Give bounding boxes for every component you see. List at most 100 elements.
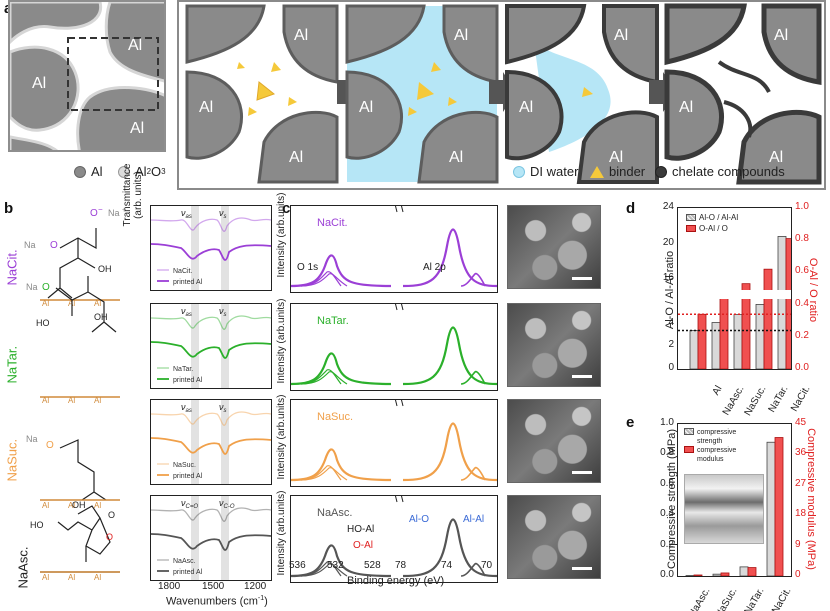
alo-label: Al-O: [409, 514, 429, 525]
band-shade: [221, 304, 229, 388]
scale-bar: [572, 471, 592, 474]
c-xtick-5: 70: [481, 560, 493, 571]
scale-bar: [572, 277, 592, 280]
e-right-tick-5: 0: [795, 569, 801, 580]
oal-label: O-Al: [353, 540, 373, 551]
d-legend-item-1: O-Al / O: [686, 223, 738, 234]
legend-printed: printed Al: [173, 279, 203, 286]
d-bar-ratio-0: [689, 330, 699, 370]
svg-text:O: O: [50, 240, 58, 251]
d-bar-ratio-1: [711, 322, 721, 370]
svg-text:Al: Al: [519, 99, 533, 116]
red-swatch-icon: [686, 225, 696, 232]
d-bar-oal-4: [785, 238, 795, 370]
sem-image-2: [507, 399, 601, 483]
e-bar-modulus-0: [693, 574, 703, 577]
panel-a-overview: Al Al Al: [8, 0, 166, 152]
c-xtick-2: 528: [364, 560, 381, 571]
e-ylabel-right: Compressive modulus (MPa): [805, 428, 817, 570]
overview-grains-svg: Al Al Al: [10, 2, 164, 150]
c-xtick-1: 532: [327, 560, 344, 571]
svg-text:Al: Al: [32, 75, 46, 92]
b-xlabel: Wavenumbers (cm-1): [166, 595, 268, 608]
xps-peak-0: [290, 254, 392, 288]
legend-al: Al: [74, 164, 103, 179]
d-legend-item-0: Al-O / Al-Al: [686, 212, 738, 223]
al-dot-icon: [74, 165, 86, 178]
xps-peak-3: [402, 228, 498, 288]
xps-peak-3: [402, 326, 498, 386]
svg-text:Al: Al: [130, 120, 144, 137]
hoal-label: HO-Al: [347, 524, 374, 535]
xps-plot-0: NaCit. O 1s Al 2p: [290, 203, 498, 293]
xps-peak-0: [290, 544, 392, 578]
stage-1: Al Al Al: [185, 4, 339, 184]
sem-image-1: [507, 303, 601, 387]
e-right-tick-1: 36: [795, 447, 807, 459]
svg-text:Al: Al: [449, 149, 463, 166]
compression-test-photo: [684, 474, 764, 544]
svg-text:Na: Na: [26, 282, 38, 292]
svg-text:Al: Al: [289, 149, 303, 166]
e-legend-item-0: compressive strength: [684, 428, 737, 446]
e-legend: compressive strength compressive modulus: [684, 428, 737, 464]
c-xtick-0: 536: [289, 560, 306, 571]
e-left-tick-1: 0.8: [660, 447, 674, 459]
e-left-tick-4: 0.2: [660, 538, 674, 550]
xps-plot-3: NaAsc. HO-Al O-Al Al-O Al-Al: [290, 493, 498, 583]
band-shade: [221, 400, 229, 484]
e-bar-modulus-1: [720, 572, 730, 577]
svg-text:Na: Na: [24, 240, 36, 250]
svg-text:O: O: [108, 510, 115, 520]
scale-bar: [572, 375, 592, 378]
svg-text:Al: Al: [42, 299, 49, 308]
xps-svg-3: NaAsc. HO-Al O-Al Al-O Al-Al: [290, 493, 498, 582]
printed-spectrum: [150, 437, 272, 455]
e-left-tick-3: 0.4: [660, 508, 674, 520]
svg-text:Al: Al: [769, 149, 783, 166]
e-ylabel-left: Compressive strength (MPa): [666, 429, 678, 569]
legend-binder: binder: [590, 164, 645, 179]
xps-peak-4: [460, 272, 486, 287]
e-category-2: NaTar.: [742, 586, 767, 611]
printed-spectrum: [150, 243, 272, 261]
xps-peak-0: [290, 352, 392, 386]
panel-e-letter: e: [626, 414, 635, 431]
e-right-tick-4: 9: [795, 538, 801, 550]
d-bar-ratio-2: [733, 314, 743, 370]
xps-peak-4: [460, 466, 486, 481]
row-label-naasc-visible: NaAsc.: [15, 546, 31, 589]
d-left-tick-2: 16: [662, 272, 674, 284]
water-dot-icon: [513, 165, 525, 178]
d-ylabel-right: O-Al / O ratio: [807, 257, 819, 323]
svg-text:HO: HO: [30, 520, 44, 530]
svg-text:Al: Al: [42, 573, 49, 580]
xps-peak-4: [460, 370, 486, 385]
red-swatch-icon: [684, 446, 694, 453]
band-shade: [221, 496, 229, 580]
d-legend: Al-O / Al-Al O-Al / O: [686, 212, 738, 234]
svg-text:Na: Na: [108, 208, 120, 218]
stage-4: Al Al Al: [664, 3, 822, 185]
chelate-dot-icon: [655, 165, 667, 178]
e-category-1: NaSuc.: [713, 586, 740, 611]
xps-peak-1: [300, 561, 342, 577]
d-plot-area: [677, 207, 795, 370]
legend-ref: NaTar.: [173, 366, 193, 373]
svg-text:Al: Al: [94, 396, 101, 405]
xps-peak-0: [290, 448, 392, 482]
c-xtick-3: 78: [395, 560, 407, 571]
stage-3: Al Al Al: [505, 3, 659, 184]
svg-text:O: O: [106, 532, 113, 542]
d-right-tick-5: 0.0: [795, 362, 809, 373]
xps-peak-1: [300, 465, 342, 481]
e-category-3: NaCit.: [770, 586, 794, 611]
ref-spectrum: [150, 411, 272, 426]
al2p-label: Al 2p: [423, 262, 446, 273]
legend-printed: printed Al: [173, 569, 203, 576]
panel-b-letter: b: [4, 200, 14, 217]
e-bar-modulus-2: [747, 567, 757, 577]
sem-image-3: [507, 495, 601, 579]
c-ylabel-0: Intensity (arb.units): [276, 192, 287, 278]
band-shade: [221, 206, 229, 290]
